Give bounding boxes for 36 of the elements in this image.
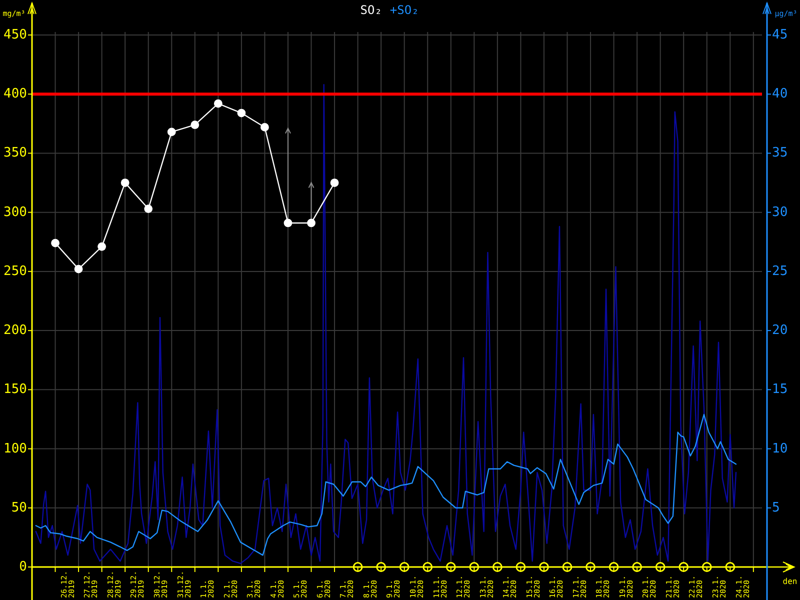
- y2-tick-label: 30: [772, 204, 788, 220]
- y-tick-label: 350: [4, 146, 27, 161]
- y2-tick-label: 5: [772, 500, 780, 516]
- y-tick-label: 450: [4, 28, 27, 42]
- y2-tick-label: 25: [772, 264, 788, 279]
- y2-tick-label: 45: [772, 28, 788, 42]
- y-tick-label: 300: [4, 204, 27, 220]
- y-tick-label: 400: [4, 86, 27, 102]
- y2-tick-label: 40: [772, 86, 788, 102]
- point: [237, 108, 246, 118]
- line-series: [35, 414, 737, 556]
- point: [51, 238, 60, 248]
- point: [330, 178, 339, 187]
- point: [98, 242, 106, 251]
- point: [284, 218, 292, 228]
- point: [144, 204, 153, 213]
- y-tick-label: 150: [4, 382, 27, 398]
- point: [190, 120, 200, 130]
- text: SO₂: [360, 3, 382, 17]
- point: [167, 128, 176, 136]
- point: [260, 123, 269, 132]
- y-tick-label: 50: [11, 500, 27, 516]
- point: [74, 264, 83, 274]
- y2-tick-label: 10: [772, 441, 788, 456]
- y2-tick-label: 15: [772, 382, 788, 398]
- y-tick-label: 200: [4, 323, 27, 338]
- text: +SO₂: [390, 3, 419, 17]
- y-tick-label: 250: [4, 264, 27, 279]
- x-axis-title: den: [782, 577, 798, 586]
- y2-tick-label: 20: [772, 323, 788, 338]
- point: [307, 218, 316, 228]
- point: [120, 178, 130, 187]
- y-tick-label: 0: [19, 560, 27, 574]
- y-tick-label: 100: [4, 441, 27, 456]
- point: [214, 99, 222, 108]
- y2-tick-label: 35: [772, 146, 788, 161]
